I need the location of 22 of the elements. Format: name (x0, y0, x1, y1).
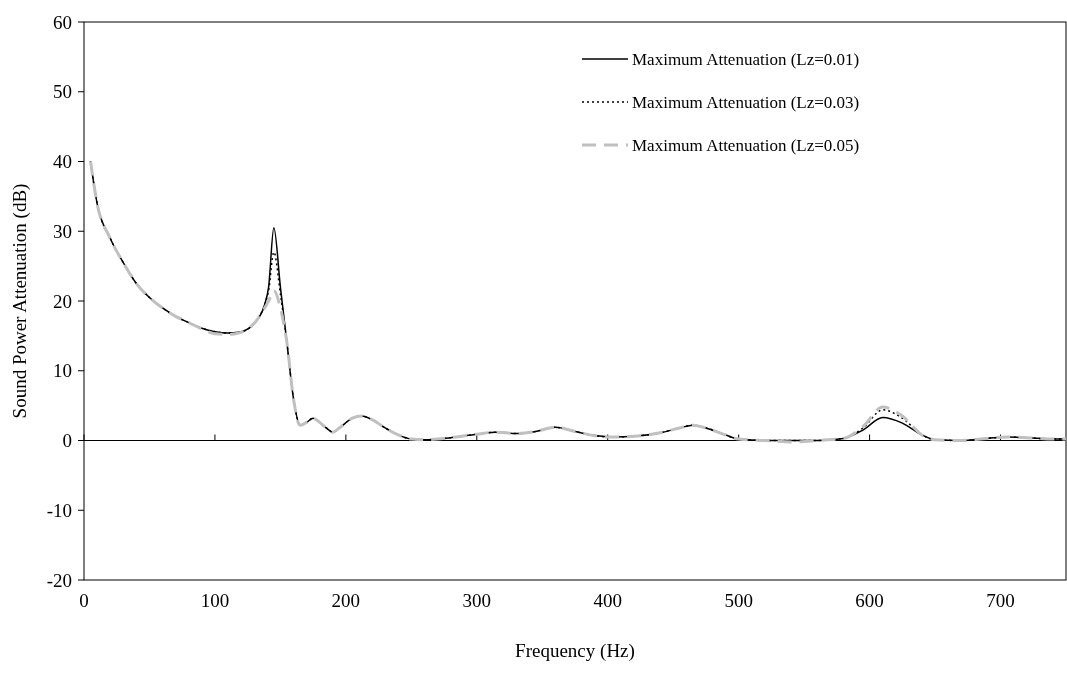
x-tick-label: 100 (200, 590, 230, 611)
x-tick-label: 700 (986, 590, 1015, 611)
legend-label: Maximum Attenuation (Lz=0.01) (632, 49, 860, 69)
y-tick-label: 60 (53, 11, 72, 33)
y-tick-label: -10 (46, 499, 72, 521)
legend-label: Maximum Attenuation (Lz=0.03) (632, 92, 860, 112)
y-tick-label: 50 (53, 81, 72, 103)
x-tick-label: 200 (331, 590, 361, 611)
legend-label: Maximum Attenuation (Lz=0.05) (632, 135, 860, 155)
x-tick-label: 300 (462, 590, 492, 611)
x-tick-label: 600 (855, 590, 884, 611)
x-tick-label: 500 (724, 590, 753, 611)
x-tick-label: 400 (593, 590, 622, 611)
y-tick-label: 0 (62, 430, 72, 452)
x-axis-title: Frequency (Hz) (515, 640, 635, 662)
y-tick-label: 30 (53, 220, 72, 242)
y-tick-label: 20 (53, 290, 72, 312)
x-tick-label: 0 (79, 590, 89, 611)
y-tick-label: -20 (46, 569, 72, 591)
y-tick-label: 40 (53, 151, 72, 173)
y-axis-title: Sound Power Attenuation (dB) (9, 183, 31, 419)
y-tick-label: 10 (53, 360, 72, 382)
